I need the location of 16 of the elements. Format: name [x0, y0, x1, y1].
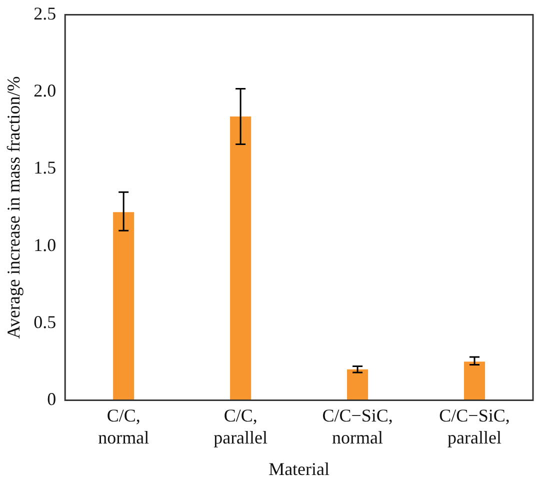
y-tick-label: 0 — [47, 388, 56, 409]
bar — [230, 116, 252, 400]
bar — [113, 212, 134, 400]
y-tick-label: 0.5 — [34, 312, 56, 332]
y-tick-label: 2.0 — [34, 80, 56, 101]
x-tick-label: C/C, normal — [98, 406, 150, 448]
bar — [347, 369, 368, 400]
x-tick-label: C/C−SiC, normal — [322, 406, 393, 448]
y-tick-label: 1.0 — [34, 234, 56, 255]
y-axis-title: Average increase in mass fraction/% — [4, 76, 24, 339]
y-tick-label: 2.5 — [34, 4, 56, 24]
y-tick-label: 1.5 — [34, 158, 56, 178]
x-tick-label: C/C−SiC, parallel — [439, 406, 510, 448]
bar — [464, 362, 486, 400]
x-tick-label: C/C, parallel — [214, 406, 268, 448]
x-axis-title: Material — [268, 458, 330, 479]
